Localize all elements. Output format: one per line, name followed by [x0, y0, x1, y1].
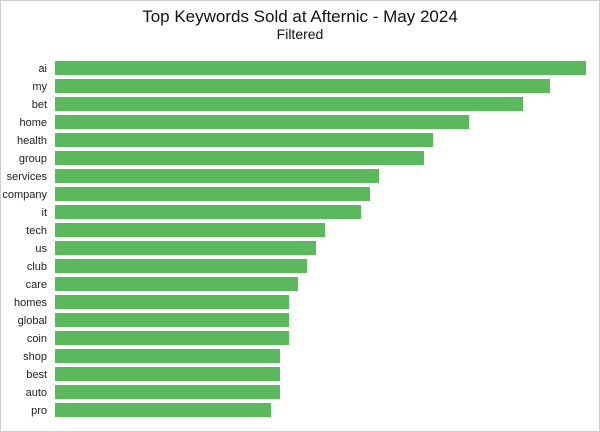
- category-labels-group: ai my bet home health group services company it t…: [2, 63, 47, 417]
- bar-my: [55, 79, 550, 93]
- bar-us: [55, 241, 316, 255]
- bar-it: [55, 205, 361, 219]
- bar-tech: [55, 223, 325, 237]
- category-label-us: us: [35, 243, 47, 255]
- bar-coin: [55, 331, 289, 345]
- category-label-best: best: [26, 369, 47, 381]
- bars-group: [55, 61, 586, 417]
- category-label-coin: coin: [27, 333, 47, 345]
- bar-ai: [55, 61, 586, 75]
- bar-services: [55, 169, 379, 183]
- category-label-shop: shop: [23, 351, 47, 363]
- category-label-auto: auto: [26, 387, 47, 399]
- category-label-ai: ai: [38, 63, 47, 75]
- bar-homes: [55, 295, 289, 309]
- category-label-company: company: [2, 189, 47, 201]
- category-label-my: my: [32, 81, 47, 93]
- category-label-homes: homes: [14, 297, 48, 309]
- bar-club: [55, 259, 307, 273]
- bar-health: [55, 133, 433, 147]
- category-label-care: care: [26, 279, 47, 291]
- chart-title: Top Keywords Sold at Afternic - May 2024: [142, 7, 458, 26]
- category-label-bet: bet: [32, 99, 47, 111]
- bar-pro: [55, 403, 271, 417]
- category-label-it: it: [42, 207, 48, 219]
- bar-home: [55, 115, 469, 129]
- category-label-global: global: [18, 315, 47, 327]
- bar-company: [55, 187, 370, 201]
- bar-group: [55, 151, 424, 165]
- bar-global: [55, 313, 289, 327]
- bar-shop: [55, 349, 280, 363]
- category-label-services: services: [7, 171, 48, 183]
- chart-subtitle: Filtered: [277, 26, 324, 42]
- bar-care: [55, 277, 298, 291]
- category-label-tech: tech: [26, 225, 47, 237]
- bar-auto: [55, 385, 280, 399]
- category-label-home: home: [19, 117, 47, 129]
- category-label-club: club: [27, 261, 47, 273]
- category-label-group: group: [19, 153, 47, 165]
- category-label-health: health: [17, 135, 47, 147]
- bar-best: [55, 367, 280, 381]
- bar-bet: [55, 97, 523, 111]
- category-label-pro: pro: [31, 405, 47, 417]
